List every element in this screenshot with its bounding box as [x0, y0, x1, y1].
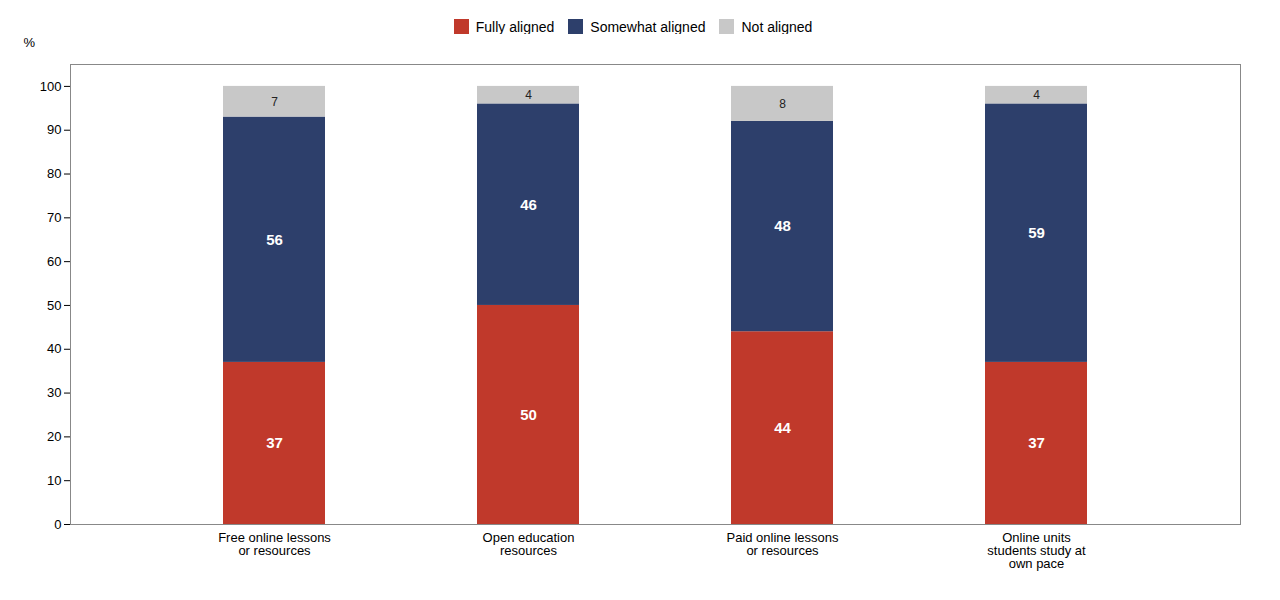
- svg-text:80: 80: [47, 166, 61, 181]
- svg-text:%: %: [24, 35, 36, 50]
- svg-text:48: 48: [774, 217, 791, 234]
- svg-text:4: 4: [525, 88, 532, 102]
- svg-text:46: 46: [520, 195, 537, 212]
- svg-text:100: 100: [40, 79, 62, 94]
- svg-text:10: 10: [47, 473, 61, 488]
- svg-text:Open educationresources: Open educationresources: [483, 530, 575, 558]
- html-text:Somewhat aligned: Somewhat aligned: [590, 18, 706, 35]
- svg-text:50: 50: [520, 406, 537, 423]
- html-text:Not aligned: Not aligned: [741, 18, 813, 35]
- svg-text:40: 40: [47, 341, 61, 356]
- html-text:Fully aligned: Fully aligned: [475, 18, 555, 35]
- svg-text:90: 90: [47, 122, 61, 137]
- svg-text:Paid online lessonsor resource: Paid online lessonsor resources: [726, 530, 839, 558]
- svg-text:59: 59: [1028, 224, 1045, 241]
- svg-text:Online unitsstudents study ato: Online unitsstudents study atown pace: [987, 530, 1086, 571]
- svg-text:4: 4: [1033, 88, 1040, 102]
- svg-text:7: 7: [271, 95, 278, 109]
- svg-text:70: 70: [47, 210, 61, 225]
- svg-text:50: 50: [47, 298, 61, 313]
- svg-text:Free online lessonsor resource: Free online lessonsor resources: [218, 530, 331, 558]
- svg-text:20: 20: [47, 429, 61, 444]
- svg-text:60: 60: [47, 254, 61, 269]
- svg-text:30: 30: [47, 385, 61, 400]
- svg-text:56: 56: [266, 231, 283, 248]
- svg-text:0: 0: [54, 517, 61, 532]
- svg-text:44: 44: [774, 419, 791, 436]
- svg-text:37: 37: [1028, 434, 1045, 451]
- svg-text:8: 8: [779, 97, 786, 111]
- svg-text:37: 37: [266, 434, 283, 451]
